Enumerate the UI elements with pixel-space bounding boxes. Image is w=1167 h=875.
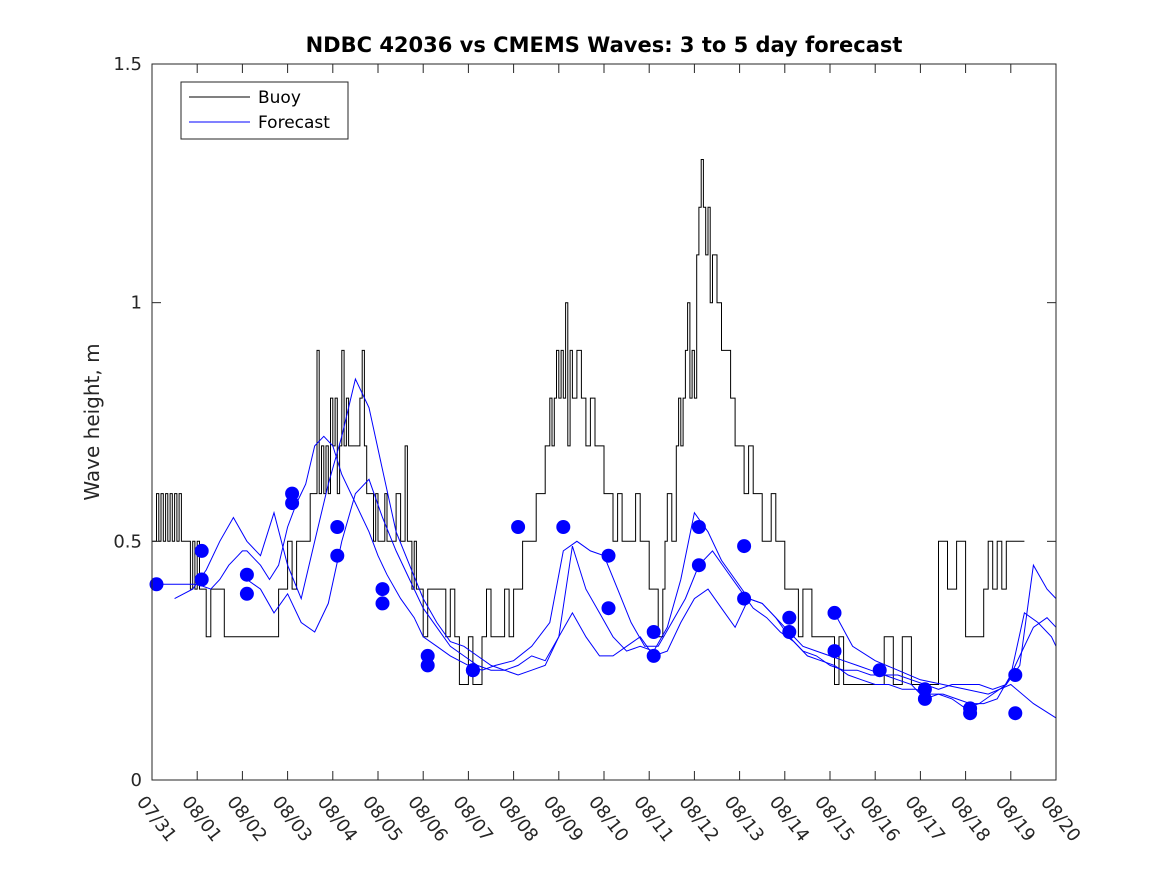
y-axis-label: Wave height, m <box>80 343 104 500</box>
forecast-marker <box>330 520 345 534</box>
legend-buoy-label: Buoy <box>258 88 301 108</box>
y-tick-label: 0 <box>131 770 142 791</box>
buoy-series-group <box>152 159 1025 685</box>
forecast-marker <box>646 625 661 639</box>
forecast-marker <box>330 548 345 563</box>
forecast-marker <box>239 567 254 582</box>
forecast-marker <box>420 658 435 673</box>
plot-area <box>152 64 1056 780</box>
forecast-marker <box>827 605 842 620</box>
forecast-marker <box>239 586 254 601</box>
forecast-marker <box>194 572 209 587</box>
legend-box <box>180 81 349 140</box>
legend: Buoy Forecast <box>180 81 349 140</box>
y-tick-label: 1 <box>131 293 142 314</box>
buoy-line <box>152 159 1025 685</box>
forecast-marker <box>1008 668 1023 682</box>
forecast-marker <box>194 543 209 558</box>
forecast-marker <box>511 520 526 534</box>
forecast-marker <box>465 663 480 678</box>
chart-title: NDBC 42036 vs CMEMS Waves: 3 to 5 day fo… <box>306 33 903 57</box>
forecast-markers-group <box>149 486 1023 721</box>
forecast-marker <box>827 644 842 659</box>
y-tick-label: 0.5 <box>113 531 142 552</box>
forecast-marker <box>601 601 616 616</box>
y-tick-label: 1.5 <box>113 54 142 75</box>
forecast-line-4 <box>834 612 1057 719</box>
forecast-marker <box>737 591 752 606</box>
forecast-marker <box>556 520 571 534</box>
forecast-marker <box>149 577 164 592</box>
forecast-marker <box>646 648 661 663</box>
forecast-marker <box>917 682 932 697</box>
forecast-marker <box>963 706 978 721</box>
forecast-marker <box>917 691 932 706</box>
forecast-marker <box>375 582 390 597</box>
forecast-marker <box>737 539 752 554</box>
forecast-marker <box>782 610 797 625</box>
forecast-line-1 <box>156 435 1057 705</box>
forecast-line-2 <box>174 377 1057 690</box>
forecast-marker <box>782 625 797 639</box>
forecast-marker <box>601 548 616 563</box>
forecast-marker <box>691 520 706 534</box>
forecast-marker <box>375 596 390 611</box>
forecast-marker <box>285 496 300 511</box>
legend-forecast-label: Forecast <box>258 113 330 133</box>
forecast-marker <box>872 663 887 678</box>
forecast-marker <box>691 558 706 573</box>
y-axis: 0 0.5 1 1.5 <box>113 54 1056 791</box>
forecast-marker <box>1008 706 1023 721</box>
